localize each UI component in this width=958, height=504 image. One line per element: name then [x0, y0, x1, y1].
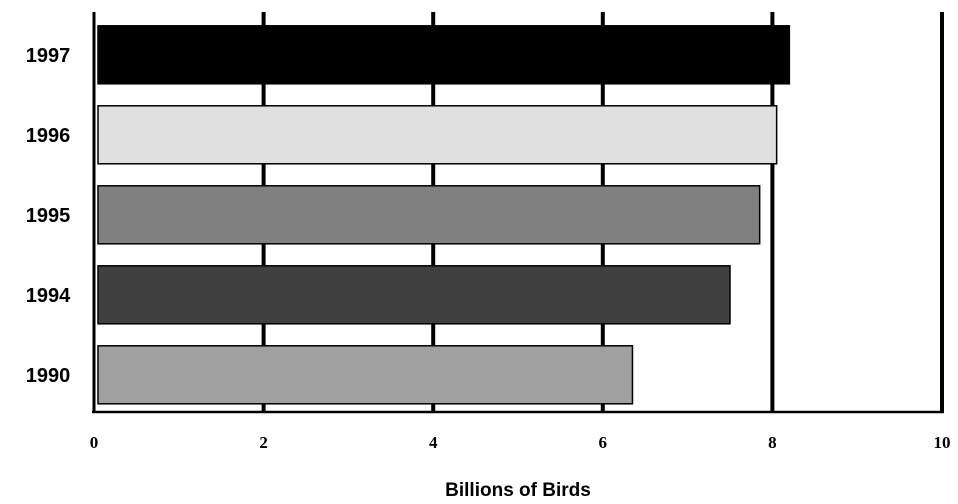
bar-1995 [97, 185, 761, 245]
bar-1996 [97, 105, 778, 165]
x-tick-label-8: 8 [768, 433, 777, 452]
category-label-1996: 1996 [26, 125, 71, 147]
bar-1990 [97, 345, 634, 405]
x-tick-label-10: 10 [934, 433, 951, 452]
x-axis-title: Billions of Birds [445, 480, 591, 501]
x-tick-label-4: 4 [429, 433, 438, 452]
category-labels: 1997 1996 1995 1994 1990 [26, 45, 71, 387]
bars [97, 25, 791, 405]
x-tick-label-0: 0 [90, 433, 99, 452]
bar-1997 [97, 25, 791, 85]
bar-1994 [97, 265, 731, 325]
category-label-1990: 1990 [26, 365, 71, 387]
x-tick-labels: 0 2 4 6 8 10 [90, 433, 951, 452]
category-label-1994: 1994 [26, 285, 71, 307]
category-label-1995: 1995 [26, 205, 71, 227]
category-label-1997: 1997 [26, 45, 71, 67]
x-tick-label-2: 2 [259, 433, 268, 452]
x-tick-label-6: 6 [599, 433, 608, 452]
